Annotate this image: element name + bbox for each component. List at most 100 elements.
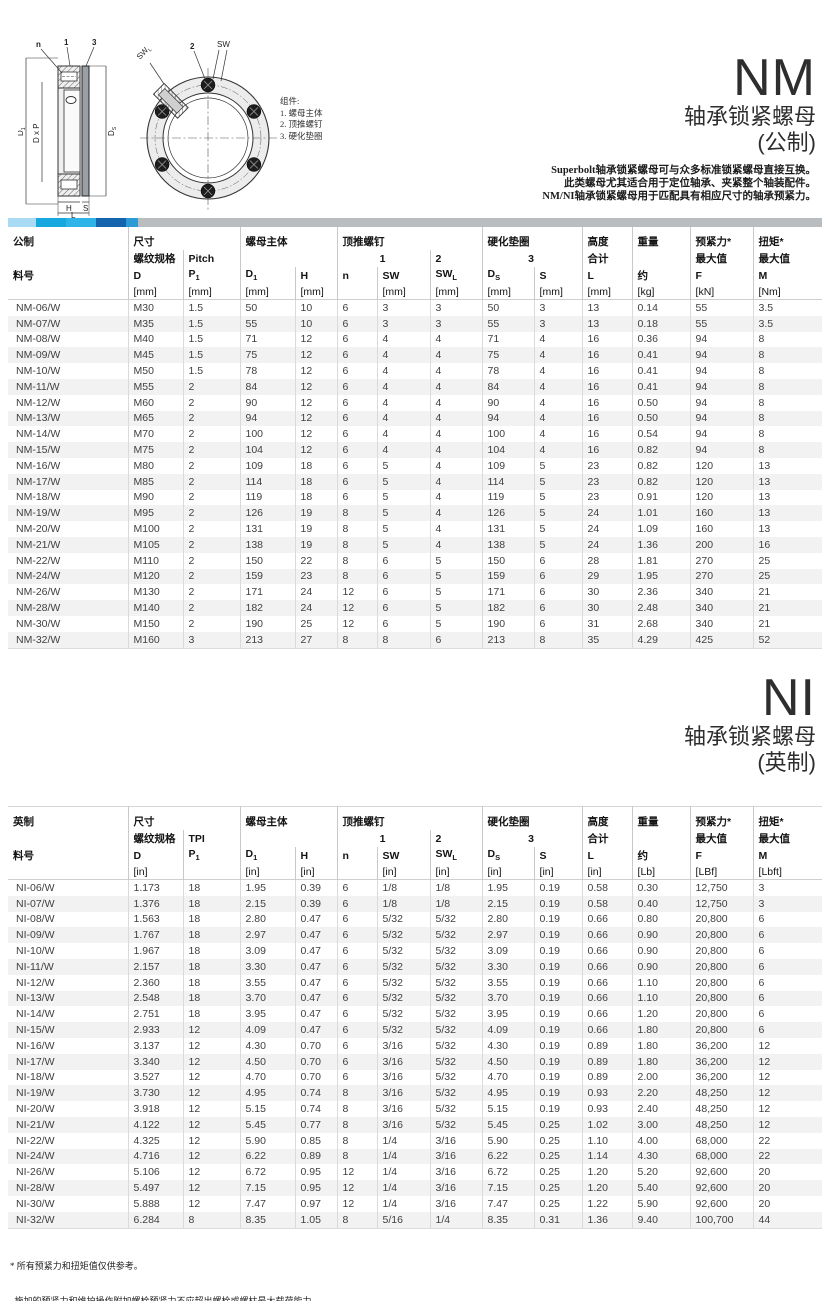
table-cell: 8 <box>336 505 377 522</box>
table-cell: 2 <box>182 568 240 585</box>
header-cell: D <box>127 267 183 284</box>
table-cell: 7.47 <box>481 1195 535 1212</box>
table-cell: M45 <box>127 347 183 364</box>
table-cell: 20,800 <box>689 943 754 959</box>
header-cell: [mm] <box>376 284 430 300</box>
table-cell: 3 <box>429 299 483 316</box>
table-cell: 100,700 <box>689 1211 754 1229</box>
header-cell: 约 <box>631 847 691 864</box>
table-cell: 13 <box>752 489 823 506</box>
dim-label-swl: SWL <box>135 44 154 63</box>
table-cell: 6 <box>429 631 483 649</box>
table-cell: 5.45 <box>239 1116 295 1133</box>
table-cell: 12 <box>336 600 377 616</box>
table-cell: 3/16 <box>429 1180 483 1196</box>
table-cell: 75 <box>239 347 295 364</box>
table-cell: 16 <box>581 378 633 395</box>
bar-segment <box>126 218 138 227</box>
table-cell: 8 <box>336 1211 377 1229</box>
table-cell: M95 <box>127 505 183 522</box>
header-cell <box>631 830 691 847</box>
table-cell: 0.70 <box>294 1069 337 1086</box>
table-cell: 0.89 <box>581 1053 633 1070</box>
table-cell: 12 <box>294 442 337 458</box>
dim-label-2: 2 <box>190 42 195 51</box>
table-cell: 18 <box>182 990 240 1007</box>
bar-segment <box>36 218 66 227</box>
table-cell: NI-18/W <box>16 1071 55 1084</box>
table-cell: 1.5 <box>182 363 240 379</box>
table-cell: 16 <box>752 536 823 553</box>
table-cell: 3.09 <box>239 943 295 959</box>
dim-label-ds: DS <box>107 126 118 136</box>
table-cell: 1.95 <box>239 879 295 896</box>
table-cell: 4 <box>533 378 583 395</box>
table-cell: 0.19 <box>533 1037 583 1054</box>
table-cell: 109 <box>239 457 295 474</box>
table-cell: 4.95 <box>481 1085 535 1102</box>
table-cell: 18 <box>182 911 240 928</box>
table-cell: 5/32 <box>429 1037 483 1054</box>
table-cell: 0.66 <box>581 958 633 975</box>
table-cell: NI-11/W <box>8 958 128 975</box>
table-row: NM-26/W M130 2 171 24 12 6 5 171 6 30 2.36 340 21 <box>8 584 823 601</box>
header-cell: [in] <box>294 864 337 880</box>
table-cell: 3.55 <box>239 974 295 991</box>
table-cell: 12 <box>336 1180 377 1196</box>
table-cell: 36,200 <box>689 1053 754 1070</box>
table-cell: 4 <box>429 521 483 537</box>
table-cell: 5 <box>429 568 483 585</box>
table-cell: 0.66 <box>581 1006 633 1023</box>
table-cell: NM-09/W <box>8 347 128 364</box>
table-cell: NI-12/W <box>16 976 55 989</box>
table-cell: 4 <box>429 363 483 379</box>
table-cell: 6 <box>336 426 377 443</box>
table-cell: 0.93 <box>581 1085 633 1102</box>
table-cell: 20,800 <box>689 990 754 1007</box>
table-cell: 0.19 <box>533 1053 583 1070</box>
table-cell: 12 <box>182 1180 240 1196</box>
table-cell: 20,800 <box>689 974 754 991</box>
table-cell: 4.95 <box>239 1085 295 1102</box>
table-cell: 94 <box>689 410 754 427</box>
table-cell: 3 <box>376 299 430 316</box>
table-cell: 0.89 <box>294 1148 337 1165</box>
table-cell: 0.41 <box>631 378 691 395</box>
table-cell: 0.97 <box>294 1195 337 1212</box>
table-cell: 0.47 <box>294 1006 337 1023</box>
table-cell: 5 <box>533 505 583 522</box>
table-cell: 2 <box>182 615 240 632</box>
table-cell: NM-06/W <box>16 301 61 314</box>
table-cell: 4 <box>376 394 430 411</box>
table-cell: 12,750 <box>689 895 754 912</box>
table-cell: 12 <box>182 1132 240 1149</box>
table-row: NI-30/W 5.888 12 7.47 0.97 12 1/4 3/16 7.47 0.25 1… <box>8 1195 823 1212</box>
table-cell: NI-08/W <box>16 913 55 926</box>
table-cell: 12 <box>294 426 337 443</box>
table-cell: 5 <box>533 473 583 490</box>
header-cell: 最大值 <box>752 830 823 847</box>
table-cell: 1.5 <box>182 331 240 348</box>
table-row: NM-21/W M105 2 138 19 8 5 4 138 5 24 1.36 200 16 <box>8 536 823 553</box>
table-cell: 6 <box>752 1006 823 1023</box>
table-cell: 1/4 <box>376 1195 430 1212</box>
table-cell: NM-10/W <box>16 365 61 378</box>
table-cell: 4 <box>376 331 430 348</box>
table-row: NM-06/W M30 1.5 50 10 6 3 3 50 3 13 0.14 55 3.5 <box>8 299 823 316</box>
table-cell: NM-13/W <box>8 410 128 427</box>
ni-unit-system: (英制) <box>757 750 816 775</box>
table-cell: 2.20 <box>631 1085 691 1102</box>
table-cell: 6 <box>533 568 583 585</box>
table-cell: 4 <box>376 410 430 427</box>
table-cell: 3.5 <box>752 315 823 332</box>
table-row: NI-28/W 5.497 12 7.15 0.95 12 1/4 3/16 7.15 0.25 1… <box>8 1180 823 1196</box>
table-cell: 2 <box>182 521 240 537</box>
table-cell: 0.66 <box>581 927 633 944</box>
table-cell: 114 <box>481 473 535 490</box>
table-cell: 12 <box>294 394 337 411</box>
header-cell <box>8 864 128 880</box>
table-cell: 24 <box>581 521 633 537</box>
table-cell: 13 <box>752 505 823 522</box>
table-cell: 7.47 <box>239 1195 295 1212</box>
